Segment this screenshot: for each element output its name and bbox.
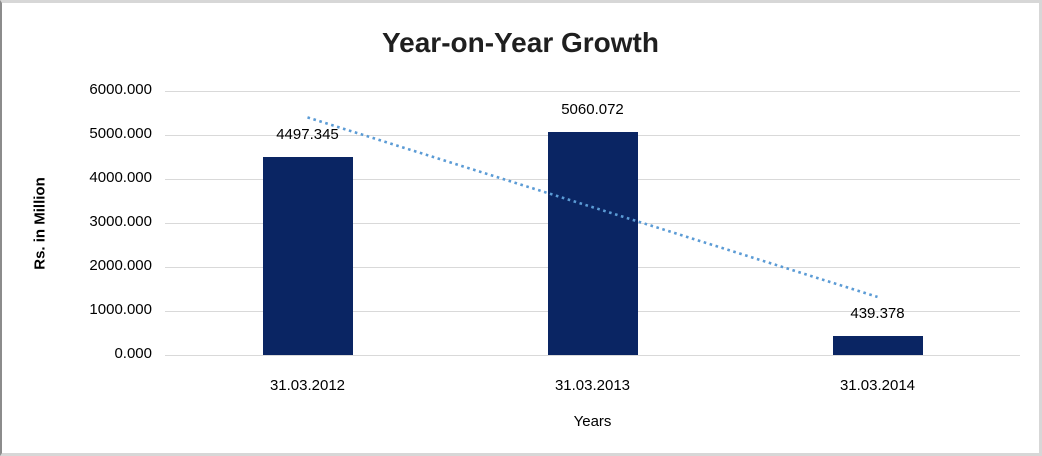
x-axis-title: Years [573, 413, 612, 430]
y-tick-label: 4000.000 [89, 169, 152, 186]
trendline [307, 116, 878, 299]
y-tick-label: 5000.000 [89, 125, 152, 142]
x-tick-label: 31.03.2013 [554, 377, 631, 394]
bar-31.03.2014 [832, 335, 923, 355]
gridline [165, 91, 1020, 92]
y-tick-label: 2000.000 [89, 257, 152, 274]
y-tick-label: 6000.000 [89, 81, 152, 98]
y-tick-label: 1000.000 [89, 301, 152, 318]
x-tick-label: 31.03.2014 [839, 377, 916, 394]
gridline [165, 355, 1020, 356]
bar-value-label: 439.378 [850, 304, 905, 322]
plot-area: 4497.345 5060.072 439.378 [165, 91, 1020, 356]
y-tick-label: 0.000 [114, 345, 152, 362]
bar-value-label: 4497.345 [276, 126, 339, 144]
x-tick-label: 31.03.2012 [269, 377, 346, 394]
chart-title: Year-on-Year Growth [382, 27, 659, 58]
bar-value-label: 5060.072 [561, 101, 624, 119]
y-tick-label: 3000.000 [89, 213, 152, 230]
bar-31.03.2012 [262, 157, 353, 355]
bar-31.03.2013 [547, 132, 638, 355]
